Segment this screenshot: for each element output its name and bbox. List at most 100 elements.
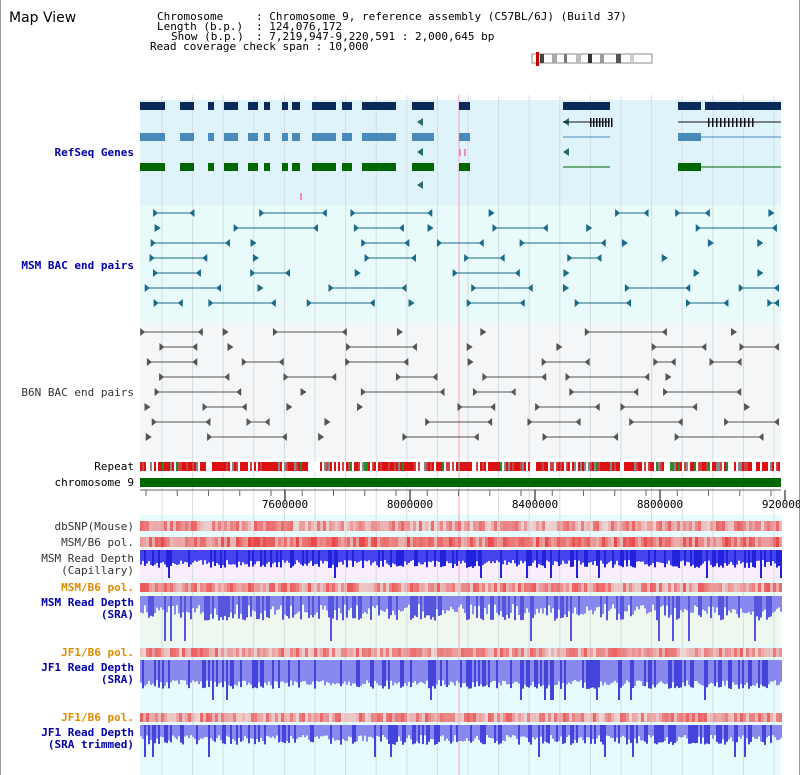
dbsnp-label[interactable]: dbSNP(Mouse) xyxy=(54,520,134,533)
msm-sra-depth-bar xyxy=(336,596,338,621)
msm-sra-pol-cell xyxy=(281,583,284,592)
jf1-sra-depth-bar xyxy=(488,660,490,688)
msm-bac-pair-end xyxy=(675,209,681,217)
dbsnp-density-cell xyxy=(152,521,155,531)
dbsnp-density-cell xyxy=(629,521,632,531)
jf1-trim-pol-cell xyxy=(638,713,641,722)
jf1-sra-pol-cell xyxy=(377,648,380,657)
jf1-trim-depth-bar xyxy=(140,725,142,737)
jf1-trim-pol-cell xyxy=(779,713,782,722)
jf1-sra-depth-bar xyxy=(458,660,460,683)
refseq-genes-label[interactable]: RefSeq Genes xyxy=(54,146,134,159)
msm-capillary-depth-bar xyxy=(334,550,336,578)
jf1-sra-depth-bar xyxy=(680,660,682,688)
dbsnp-density-cell xyxy=(608,521,611,531)
jf1-sra-pol-cell xyxy=(638,648,641,657)
repeat-element xyxy=(498,462,500,471)
msm-bac-pair-end xyxy=(499,254,505,262)
msm-sra-depth-bar xyxy=(264,596,266,611)
gene-exon-tick xyxy=(590,118,592,127)
dbsnp-density-cell xyxy=(503,521,506,531)
msm-capillary-depth-bar xyxy=(576,550,578,578)
repeat-element xyxy=(524,462,526,471)
msm-capillary-depth-bar xyxy=(570,550,572,567)
jf1-depth-trimmed-label[interactable]: JF1 Read Depth (SRA trimmed) xyxy=(41,726,134,751)
repeat-element xyxy=(764,462,766,471)
b6n-bac-end-pairs-label[interactable]: B6N BAC end pairs xyxy=(21,386,134,399)
jf1-trim-depth-bar xyxy=(438,725,440,742)
msm-sra-pol-cell xyxy=(179,583,182,592)
repeat-element xyxy=(428,462,430,471)
jf1-sra-depth-bar xyxy=(526,660,528,687)
jf1-pol-sra-label[interactable]: JF1/B6 pol. xyxy=(61,646,134,659)
jf1-pol-trimmed-label[interactable]: JF1/B6 pol. xyxy=(61,711,134,724)
dbsnp-density-cell xyxy=(233,521,236,531)
msm-pol-cell xyxy=(728,537,731,547)
msm-depth-capillary-label[interactable]: MSM Read Depth (Capillary) xyxy=(41,552,134,577)
dbsnp-density-cell xyxy=(308,521,311,531)
jf1-sra-depth-bar xyxy=(242,660,244,681)
jf1-trim-depth-bar xyxy=(330,725,332,744)
msm-sra-pol-cell xyxy=(446,583,449,592)
msm-pol-sra-label[interactable]: MSM/B6 pol. xyxy=(61,581,134,594)
jf1-sra-depth-bar xyxy=(292,660,294,686)
chromosome-ideogram[interactable] xyxy=(530,52,660,66)
dbsnp-density-cell xyxy=(410,521,413,531)
b6n-bac-pair-end xyxy=(510,388,516,396)
jf1-trim-depth-bar xyxy=(246,725,248,739)
repeat-element xyxy=(582,462,584,471)
repeat-element xyxy=(536,462,538,471)
msm-capillary-depth-bar xyxy=(526,550,528,578)
msm-bac-end-pairs-label[interactable]: MSM BAC end pairs xyxy=(21,259,134,272)
msm-sra-pol-cell xyxy=(422,583,425,592)
jf1-trim-depth-bar xyxy=(338,725,340,741)
dbsnp-density-cell xyxy=(743,521,746,531)
repeat-element xyxy=(704,462,706,471)
msm-sra-depth-bar xyxy=(734,596,736,610)
msm-capillary-depth-bar xyxy=(258,550,260,562)
b6n-bac-pair-end xyxy=(594,403,600,411)
jf1-trim-depth-bar xyxy=(740,725,742,739)
repeat-label[interactable]: Repeat xyxy=(94,460,134,473)
msm-capillary-depth-bar xyxy=(424,550,426,563)
jf1-depth-sra-label[interactable]: JF1 Read Depth (SRA) xyxy=(41,661,134,686)
jf1-sra-depth-bar xyxy=(206,660,208,681)
msm-depth-sra-label[interactable]: MSM Read Depth (SRA) xyxy=(41,596,134,621)
repeat-element xyxy=(306,462,308,471)
msm-pol-capillary-label[interactable]: MSM/B6 pol. xyxy=(61,536,134,549)
jf1-sra-depth-bar xyxy=(502,660,504,681)
b6n-bac-pair-end xyxy=(633,388,639,396)
msm-capillary-depth-bar xyxy=(730,550,732,562)
msm-sra-depth-bar xyxy=(282,596,284,620)
chromosome-track-label[interactable]: chromosome 9 xyxy=(54,476,134,489)
jf1-trim-pol-cell xyxy=(413,713,416,722)
repeat-element xyxy=(364,462,366,471)
jf1-sra-depth-bar xyxy=(278,660,280,689)
msm-capillary-depth-bar xyxy=(350,550,352,561)
dbsnp-density-cell xyxy=(251,521,254,531)
msm-capillary-depth-bar xyxy=(728,550,730,565)
jf1-trim-depth-bar xyxy=(230,725,232,744)
jf1-trim-pol-cell xyxy=(473,713,476,722)
jf1-sra-pol-cell xyxy=(230,648,233,657)
msm-sra-pol-cell xyxy=(629,583,632,592)
b6n-bac-pair-end xyxy=(159,343,165,351)
jf1-trim-depth-bar xyxy=(376,725,378,736)
msm-capillary-depth-bar xyxy=(750,550,752,563)
msm-bac-pair-end xyxy=(768,209,775,217)
msm-sra-depth-bar xyxy=(482,596,484,621)
dbsnp-density-cell xyxy=(548,521,551,531)
repeat-element xyxy=(174,462,176,471)
msm-sra-depth-bar xyxy=(228,596,230,618)
jf1-trim-depth-bar xyxy=(736,725,738,743)
msm-pol-cell xyxy=(749,537,752,547)
msm-capillary-depth-bar xyxy=(550,550,552,578)
jf1-sra-depth-bar xyxy=(594,660,596,689)
msm-sra-depth-bar xyxy=(472,596,474,615)
msm-capillary-depth-bar xyxy=(238,550,240,562)
msm-capillary-depth-bar xyxy=(552,550,554,565)
msm-sra-depth-bar xyxy=(252,596,254,611)
repeat-element xyxy=(530,462,532,471)
msm-sra-pol-cell xyxy=(170,583,173,592)
